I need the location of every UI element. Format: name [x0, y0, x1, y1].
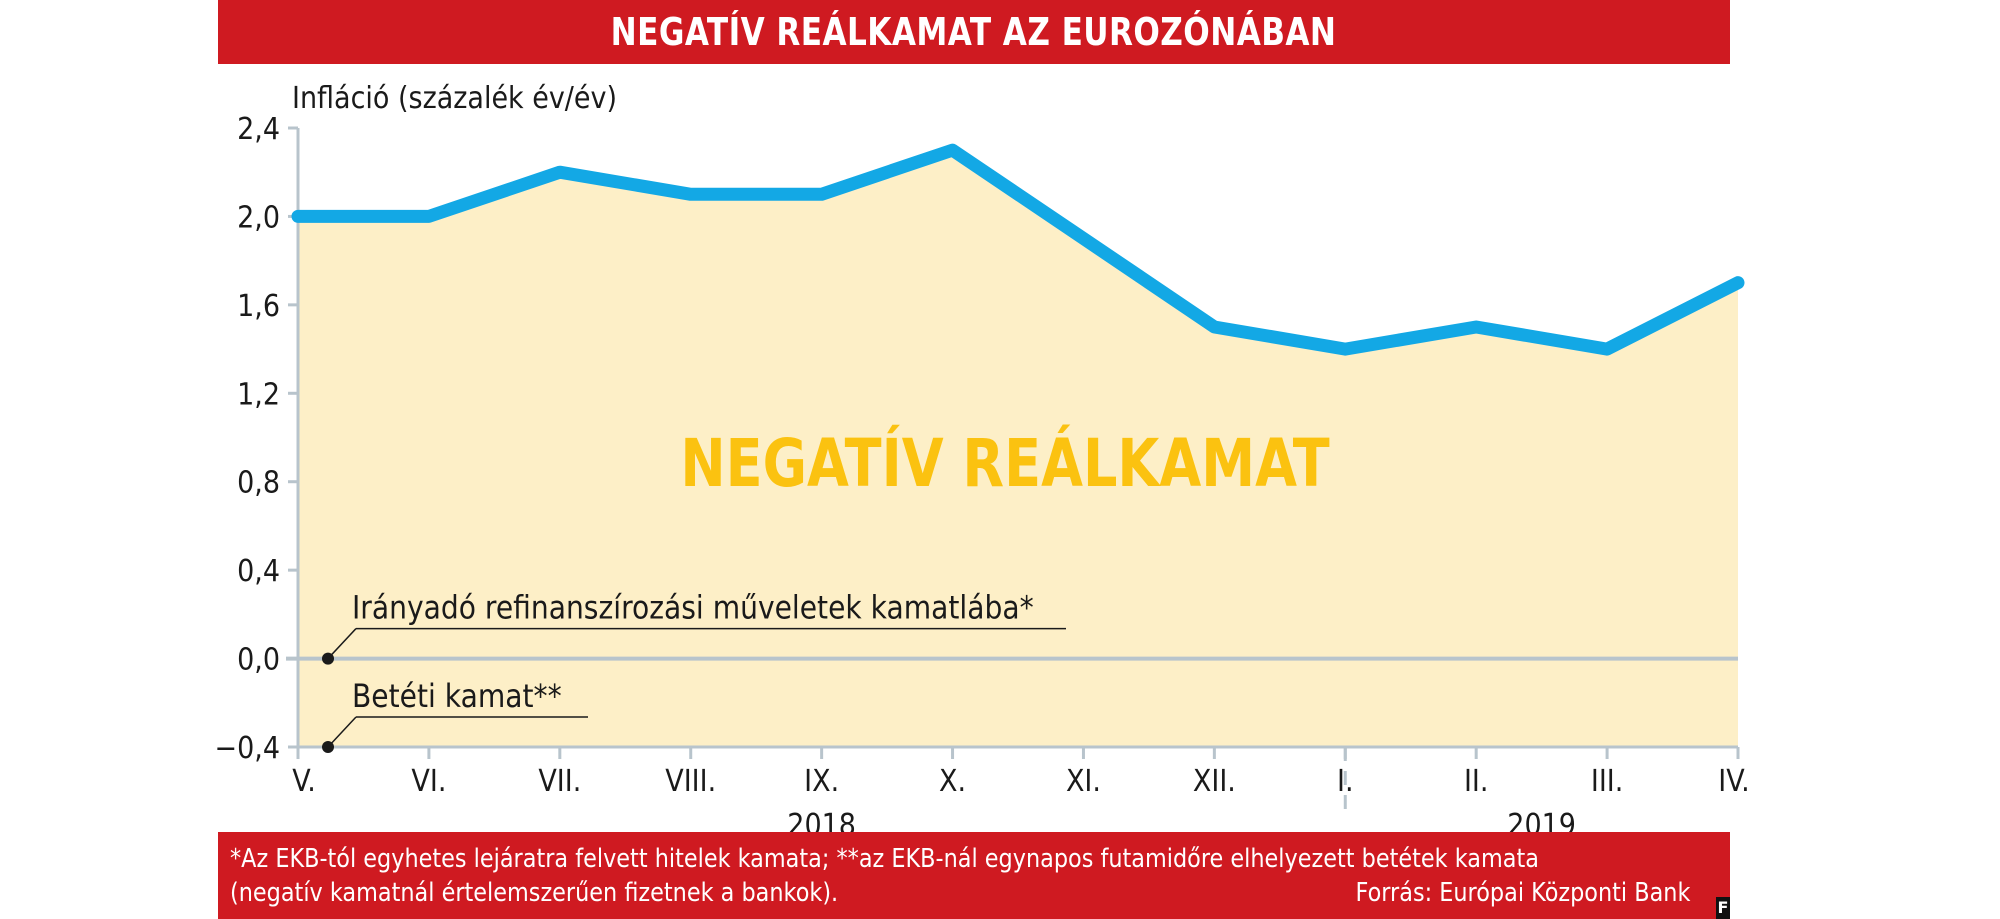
y-tick-label: 0,4: [237, 554, 280, 589]
y-tick-label: −0,4: [214, 731, 280, 766]
publisher-logo: F: [1716, 897, 1730, 919]
x-tick-label: VII.: [538, 764, 581, 799]
footer: *Az EKB-tól egyhetes lejáratra felvett h…: [218, 832, 1730, 919]
footnote-line-1: *Az EKB-tól egyhetes lejáratra felvett h…: [230, 844, 1539, 874]
annotation-dot: [322, 741, 334, 753]
y-tick-label: 0,8: [237, 465, 280, 500]
annotation-leader: [327, 628, 357, 660]
x-tick-label: IX.: [804, 764, 839, 799]
x-ticks: V. VI. VII. VIII. IX. X. XI. XII. I. II. III. IV.20…: [292, 747, 1750, 842]
annotation-label: Betéti kamat**: [352, 678, 562, 715]
chart-title: NEGATÍV REÁLKAMAT AZ EUROZÓNÁBAN: [611, 10, 1337, 54]
annotation-label: Irányadó refinanszírozási műveletek kama…: [352, 590, 1034, 627]
annotation-dot: [322, 652, 334, 665]
y-ticks: 2,4 2,0 1,6 1,2 0,8 0,4 0,0 −0,4: [214, 112, 298, 766]
x-tick-label: X.: [939, 764, 966, 799]
y-tick-label: 2,0: [237, 200, 280, 235]
annotation-leader: [327, 716, 357, 748]
x-tick-label: IV.: [1718, 764, 1750, 799]
x-tick-label: VIII.: [665, 764, 716, 799]
x-tick-label: I.: [1337, 764, 1354, 799]
chart-header: NEGATÍV REÁLKAMAT AZ EUROZÓNÁBAN: [218, 0, 1730, 64]
x-tick-label: VI.: [411, 764, 446, 799]
x-tick-label: V.: [292, 764, 316, 799]
x-tick-label: III.: [1591, 764, 1623, 799]
inflation-line: [291, 143, 1745, 356]
source-credit: Forrás: Európai Központi Bank: [1355, 878, 1690, 908]
annotations: Irányadó refinanszírozási műveletek kama…: [322, 590, 1066, 753]
y-tick-label: 1,6: [237, 289, 280, 324]
area-label: NEGATÍV REÁLKAMAT: [680, 424, 1329, 503]
x-tick-label: XII.: [1193, 764, 1236, 799]
y-tick-label: 2,4: [237, 112, 280, 147]
footnote: *Az EKB-tól egyhetes lejáratra felvett h…: [230, 842, 1539, 910]
y-tick-label: 1,2: [237, 377, 280, 412]
y-axis-label: Infláció (százalék év/év): [292, 81, 617, 116]
x-tick-label: XI.: [1066, 764, 1101, 799]
area-fill: [298, 150, 1738, 748]
y-tick-label: 0,0: [237, 642, 280, 677]
footnote-line-2: (negatív kamatnál értelemszerűen fizetne…: [230, 878, 839, 908]
x-tick-label: II.: [1464, 764, 1488, 799]
